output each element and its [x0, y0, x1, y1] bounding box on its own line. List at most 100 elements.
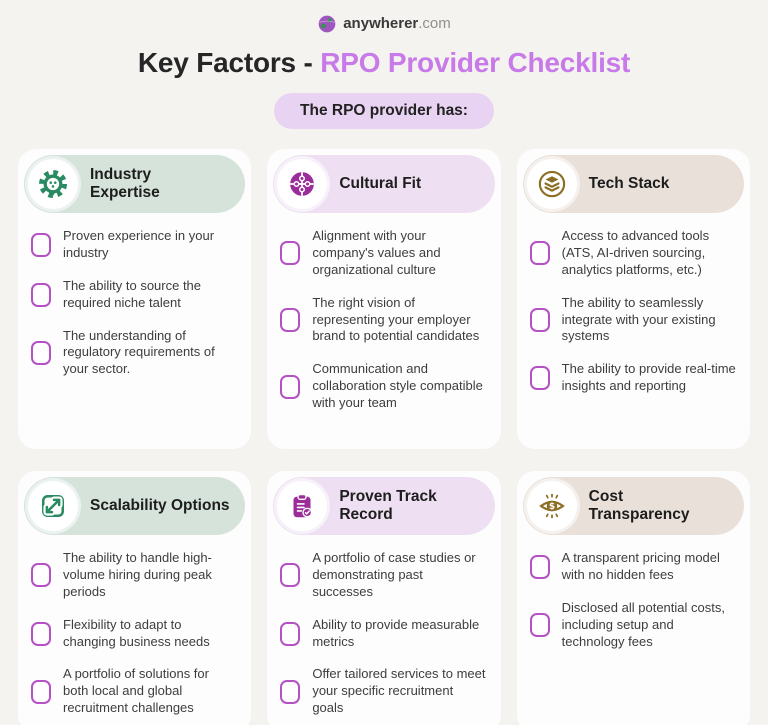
card-title-line: Cost	[588, 487, 624, 505]
checklist-items: Alignment with your company's values and…	[273, 213, 494, 422]
checklist-item-label: The ability to provide real-time insight…	[561, 361, 736, 394]
checklist-item: The ability to seamlessly integrate with…	[529, 294, 736, 346]
globe-icon	[318, 15, 336, 32]
checklist-item: Offer tailored services to meet your spe…	[280, 666, 486, 717]
checklist-item-label: Flexibility to adapt to changing busines…	[63, 616, 210, 649]
eye-dollar-icon: $	[526, 481, 577, 531]
checkbox[interactable]	[280, 563, 301, 588]
checklist-item-label: The ability to handle high-volume hiring…	[63, 550, 212, 599]
card-title-line: Expertise	[90, 184, 160, 201]
card-title: Cost Transparency	[589, 488, 690, 525]
checklist-items: A transparent pricing model with no hidd…	[523, 535, 744, 660]
checklist-item: The ability to provide real-time insight…	[529, 361, 736, 395]
checklist-item-label: The understanding of regulatory requirem…	[63, 327, 215, 377]
brand-name: anywherer.com	[343, 15, 451, 33]
checklist-items: Access to advanced tools (ATS, AI-driven…	[523, 213, 744, 405]
checklist-item: Access to advanced tools (ATS, AI-driven…	[529, 228, 736, 279]
subtitle-pill: The RPO provider has:	[274, 93, 494, 129]
checklist-item: Communication and collaboration style co…	[280, 361, 486, 412]
checklist-item: The understanding of regulatory requirem…	[31, 328, 237, 379]
checklist-item: The right vision of representing your em…	[280, 295, 486, 346]
card-title-line: Tech Stack	[588, 174, 670, 192]
checklist-item-label: Disclosed all potential costs, including…	[561, 599, 725, 649]
checkbox[interactable]	[280, 241, 301, 266]
checklist-item: Disclosed all potential costs, including…	[529, 599, 736, 651]
card-header: Scalability Options	[24, 477, 246, 535]
checkbox[interactable]	[529, 554, 550, 579]
checklist-item: Ability to provide measurable metrics	[280, 617, 486, 651]
page-title-prefix: Key Factors -	[137, 47, 321, 78]
checkbox[interactable]	[280, 621, 301, 646]
checkbox[interactable]	[31, 282, 51, 307]
checklist-item: A portfolio of solutions for both local …	[31, 666, 237, 717]
checkbox[interactable]	[280, 374, 301, 399]
card-cultural-fit: Cultural Fit Alignment with your company…	[267, 149, 501, 449]
page-title-highlight: RPO Provider Checklist	[320, 47, 631, 78]
card-header: Tech Stack	[522, 155, 744, 213]
card-title: Industry Expertise	[90, 166, 160, 203]
checklist-item-label: Access to advanced tools (ATS, AI-driven…	[561, 228, 710, 277]
checklist-item: The ability to source the required niche…	[31, 278, 237, 312]
card-title-line: Cultural Fit	[339, 174, 422, 192]
card-title-line: Proven Track	[339, 487, 437, 505]
card-title: Scalability Options	[90, 497, 230, 515]
card-header: $ Cost Transparency	[522, 477, 744, 535]
checklist-item: A portfolio of case studies or demonstra…	[280, 550, 486, 601]
card-tech-stack: Tech Stack Access to advanced tools (ATS…	[516, 149, 750, 449]
checkbox[interactable]	[31, 232, 51, 257]
clipboard-check-icon	[277, 481, 328, 531]
checklist-item-label: A transparent pricing model with no hidd…	[561, 550, 720, 582]
card-header: Cultural Fit	[273, 155, 495, 213]
checkbox[interactable]	[31, 621, 51, 646]
card-title-line: Record	[339, 506, 393, 523]
card-cost-transparency: $ Cost Transparency A transparent pricin…	[516, 471, 750, 725]
checklist-item-label: The right vision of representing your em…	[312, 294, 480, 344]
card-title-line: Scalability Options	[90, 496, 230, 514]
checkbox[interactable]	[31, 340, 51, 365]
checkbox[interactable]	[280, 679, 301, 704]
checklist-items: Proven experience in your industry The a…	[24, 213, 245, 388]
puzzle-icon	[277, 159, 328, 209]
checklist-item-label: A portfolio of case studies or demonstra…	[312, 550, 476, 599]
checklist-item: Flexibility to adapt to changing busines…	[31, 617, 237, 651]
card-title: Cultural Fit	[339, 175, 421, 193]
checkbox[interactable]	[529, 308, 550, 332]
checkbox[interactable]	[31, 563, 51, 588]
checkbox[interactable]	[529, 241, 550, 266]
checklist-item-label: The ability to seamlessly integrate with…	[561, 294, 716, 344]
brand-text: anywherer	[343, 14, 419, 32]
card-title: Proven Track Record	[339, 488, 436, 525]
checklist-item-label: Ability to provide measurable metrics	[312, 616, 480, 649]
checklist-item-label: A portfolio of solutions for both local …	[63, 666, 209, 716]
checklist-items: The ability to handle high-volume hiring…	[24, 535, 245, 725]
card-title-line: Transparency	[588, 506, 690, 523]
checklist-item-label: The ability to source the required niche…	[63, 277, 202, 310]
checklist-item-label: Alignment with your company's values and…	[312, 228, 441, 277]
checklist-grid: Industry Expertise Proven experience in …	[0, 149, 768, 725]
checkbox[interactable]	[31, 679, 51, 704]
checkbox[interactable]	[529, 366, 550, 391]
card-title-line: Industry	[90, 165, 152, 183]
gear-badge-icon	[28, 159, 78, 209]
card-scalability-options: Scalability Options The ability to handl…	[18, 471, 252, 725]
card-proven-track-record: Proven Track Record A portfolio of case …	[267, 471, 501, 725]
brand-suffix: .com	[418, 14, 451, 32]
card-header: Proven Track Record	[273, 477, 495, 535]
checkbox[interactable]	[280, 308, 301, 332]
checklist-items: A portfolio of case studies or demonstra…	[273, 535, 494, 725]
page-title: Key Factors - RPO Provider Checklist	[0, 47, 768, 79]
logo: anywherer.com	[0, 0, 768, 34]
checklist-item: Proven experience in your industry	[31, 228, 237, 262]
checklist-item-label: Offer tailored services to meet your spe…	[312, 666, 486, 716]
expand-arrows-icon	[28, 481, 78, 531]
checklist-item-label: Proven experience in your industry	[63, 228, 215, 260]
checkbox[interactable]	[529, 613, 550, 638]
svg-text:$: $	[549, 502, 555, 512]
layers-icon	[526, 159, 577, 209]
subtitle-row: The RPO provider has:	[0, 93, 768, 129]
checklist-item: Alignment with your company's values and…	[280, 228, 486, 279]
card-header: Industry Expertise	[24, 155, 246, 213]
checklist-item-label: Communication and collaboration style co…	[312, 361, 483, 411]
card-title: Tech Stack	[589, 175, 670, 193]
checklist-item: A transparent pricing model with no hidd…	[529, 550, 736, 584]
